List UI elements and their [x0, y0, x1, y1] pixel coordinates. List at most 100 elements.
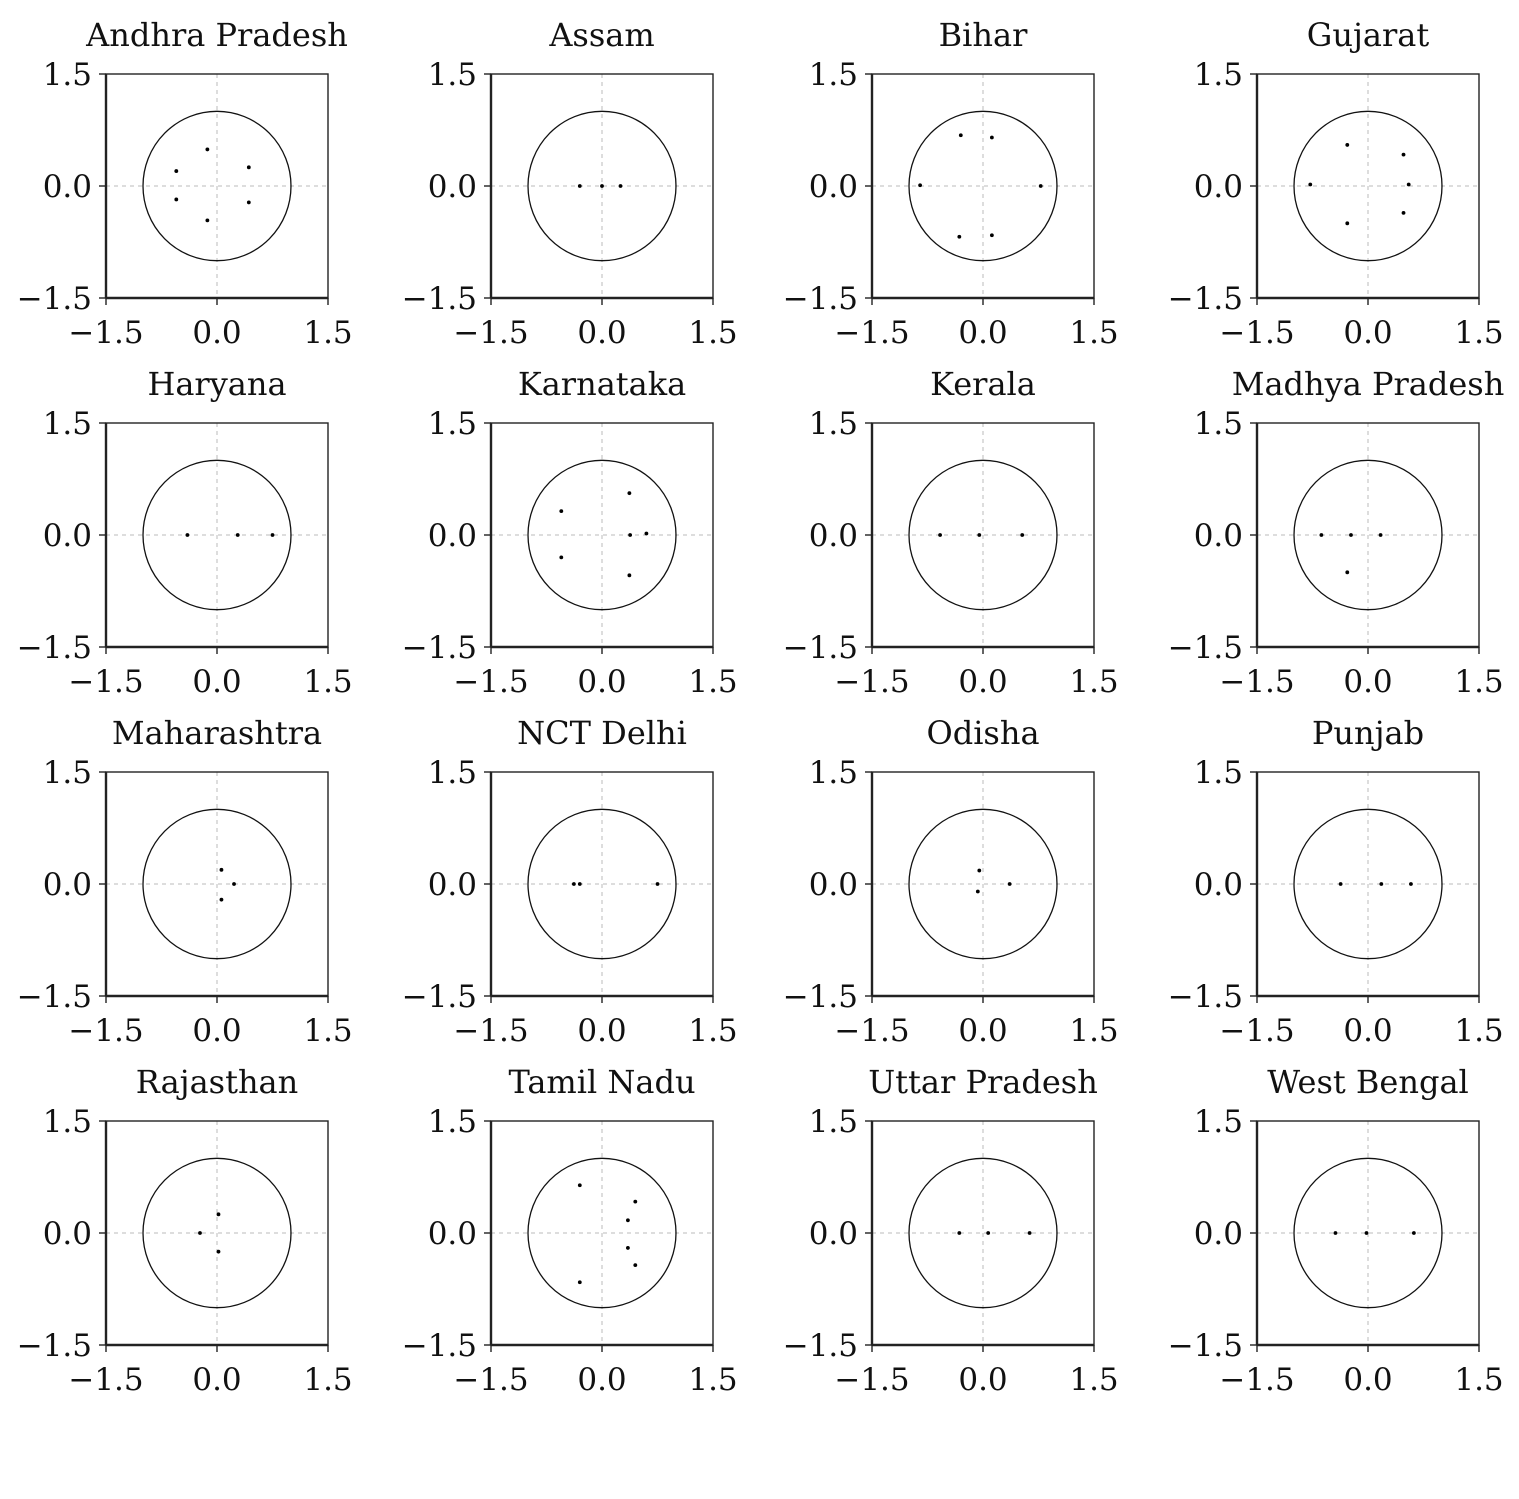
data-point — [989, 135, 994, 140]
subplot: Tamil Nadu −1.5 0.0 1.5 −1.5 0.0 1.5 — [402, 1063, 738, 1398]
y-tick-label: 0.0 — [1194, 1216, 1243, 1252]
data-point — [633, 1199, 638, 1204]
subplot: Andhra Pradesh −1.5 0.0 1.5 −1.5 0.0 1.5 — [17, 16, 353, 351]
subplot: Kerala −1.5 0.0 1.5 −1.5 0.0 1.5 — [783, 365, 1119, 700]
subplot: Bihar −1.5 0.0 1.5 −1.5 0.0 1.5 — [783, 16, 1119, 351]
x-tick-label: 0.0 — [577, 315, 626, 351]
data-point — [989, 233, 994, 238]
y-tick-label: 0.0 — [428, 867, 477, 903]
y-tick-label: 0.0 — [428, 1216, 477, 1252]
data-point — [1319, 533, 1324, 537]
x-tick-label: 1.5 — [1454, 1362, 1503, 1398]
y-tick-label: −1.5 — [17, 979, 92, 1015]
unit-circle — [1293, 110, 1443, 262]
x-tick-label: −1.5 — [1219, 1013, 1294, 1049]
subplot-title: Rajasthan — [136, 1063, 298, 1101]
data-point — [977, 868, 982, 873]
unit-circle — [142, 808, 292, 960]
x-tick-label: −1.5 — [834, 664, 909, 700]
x-tick-label: 0.0 — [192, 1362, 241, 1398]
data-point — [1378, 533, 1383, 537]
data-point — [1333, 1231, 1338, 1235]
data-point — [246, 165, 251, 170]
data-point — [1345, 570, 1350, 575]
data-point — [1027, 1231, 1032, 1235]
x-tick-label: −1.5 — [834, 315, 909, 351]
y-tick-label: 0.0 — [43, 518, 92, 554]
subplot-title: Andhra Pradesh — [85, 16, 348, 54]
y-tick-label: 0.0 — [43, 169, 92, 205]
x-tick-label: 1.5 — [1069, 315, 1118, 351]
x-tick-label: 0.0 — [1343, 664, 1392, 700]
data-point — [198, 1231, 202, 1235]
y-tick-label: 1.5 — [809, 1104, 858, 1140]
data-point — [977, 533, 982, 537]
y-tick-label: −1.5 — [402, 979, 477, 1015]
y-tick-label: 0.0 — [1194, 867, 1243, 903]
y-tick-label: 0.0 — [428, 169, 477, 205]
x-tick-label: −1.5 — [68, 315, 143, 351]
data-point — [918, 183, 922, 188]
data-point — [958, 133, 963, 138]
unit-circle — [908, 110, 1058, 262]
x-tick-label: 0.0 — [192, 315, 241, 351]
data-point — [1401, 210, 1406, 215]
subplot-title: Maharashtra — [112, 714, 322, 752]
unit-circle — [1293, 1157, 1443, 1309]
data-point — [205, 218, 210, 223]
x-tick-label: 1.5 — [688, 315, 737, 351]
x-tick-label: 1.5 — [1069, 664, 1118, 700]
y-tick-label: 1.5 — [43, 57, 92, 93]
y-tick-label: −1.5 — [402, 281, 477, 317]
x-tick-label: 1.5 — [688, 1013, 737, 1049]
data-point — [577, 882, 582, 886]
x-tick-label: 0.0 — [958, 1013, 1007, 1049]
subplot-title: Punjab — [1312, 714, 1424, 752]
data-point — [655, 882, 660, 886]
subplot: Madhya Pradesh −1.5 0.0 1.5 −1.5 0.0 1.5 — [1168, 365, 1505, 700]
y-tick-label: −1.5 — [17, 281, 92, 317]
x-tick-label: 1.5 — [303, 1013, 352, 1049]
x-tick-label: 1.5 — [688, 664, 737, 700]
data-point — [1406, 182, 1411, 187]
subplot-title: Assam — [548, 16, 654, 54]
unit-circle — [908, 1157, 1058, 1309]
data-point — [219, 897, 224, 902]
x-tick-label: −1.5 — [68, 1013, 143, 1049]
data-point — [174, 169, 179, 173]
x-tick-label: 0.0 — [1343, 315, 1392, 351]
subplot-title: Madhya Pradesh — [1232, 365, 1505, 403]
data-point — [633, 1263, 638, 1268]
unit-circle — [527, 1157, 677, 1309]
data-point — [618, 184, 623, 188]
y-tick-label: 1.5 — [1194, 755, 1243, 791]
data-point — [644, 531, 649, 536]
data-point — [577, 1280, 582, 1285]
subplot-title: Kerala — [930, 365, 1036, 403]
unit-circle — [1293, 808, 1443, 960]
y-tick-label: 0.0 — [428, 518, 477, 554]
unit-circle — [908, 808, 1058, 960]
unit-circle — [527, 459, 677, 611]
y-tick-label: 0.0 — [809, 867, 858, 903]
y-tick-label: 0.0 — [1194, 518, 1243, 554]
x-tick-label: 0.0 — [958, 664, 1007, 700]
subplot-title: Tamil Nadu — [508, 1063, 695, 1101]
data-point — [1338, 882, 1343, 886]
y-tick-label: 1.5 — [809, 755, 858, 791]
unit-circle — [527, 808, 677, 960]
x-tick-label: −1.5 — [68, 1362, 143, 1398]
x-tick-label: −1.5 — [453, 1362, 528, 1398]
x-tick-label: 1.5 — [688, 1362, 737, 1398]
data-point — [270, 533, 275, 537]
data-point — [219, 867, 224, 872]
y-tick-label: −1.5 — [402, 630, 477, 666]
y-tick-label: 1.5 — [1194, 57, 1243, 93]
x-tick-label: 0.0 — [577, 664, 626, 700]
data-point — [235, 533, 240, 537]
x-tick-label: −1.5 — [1219, 1362, 1294, 1398]
subplot: Rajasthan −1.5 0.0 1.5 −1.5 0.0 1.5 — [17, 1063, 353, 1398]
x-tick-label: −1.5 — [453, 315, 528, 351]
data-point — [216, 1249, 221, 1254]
